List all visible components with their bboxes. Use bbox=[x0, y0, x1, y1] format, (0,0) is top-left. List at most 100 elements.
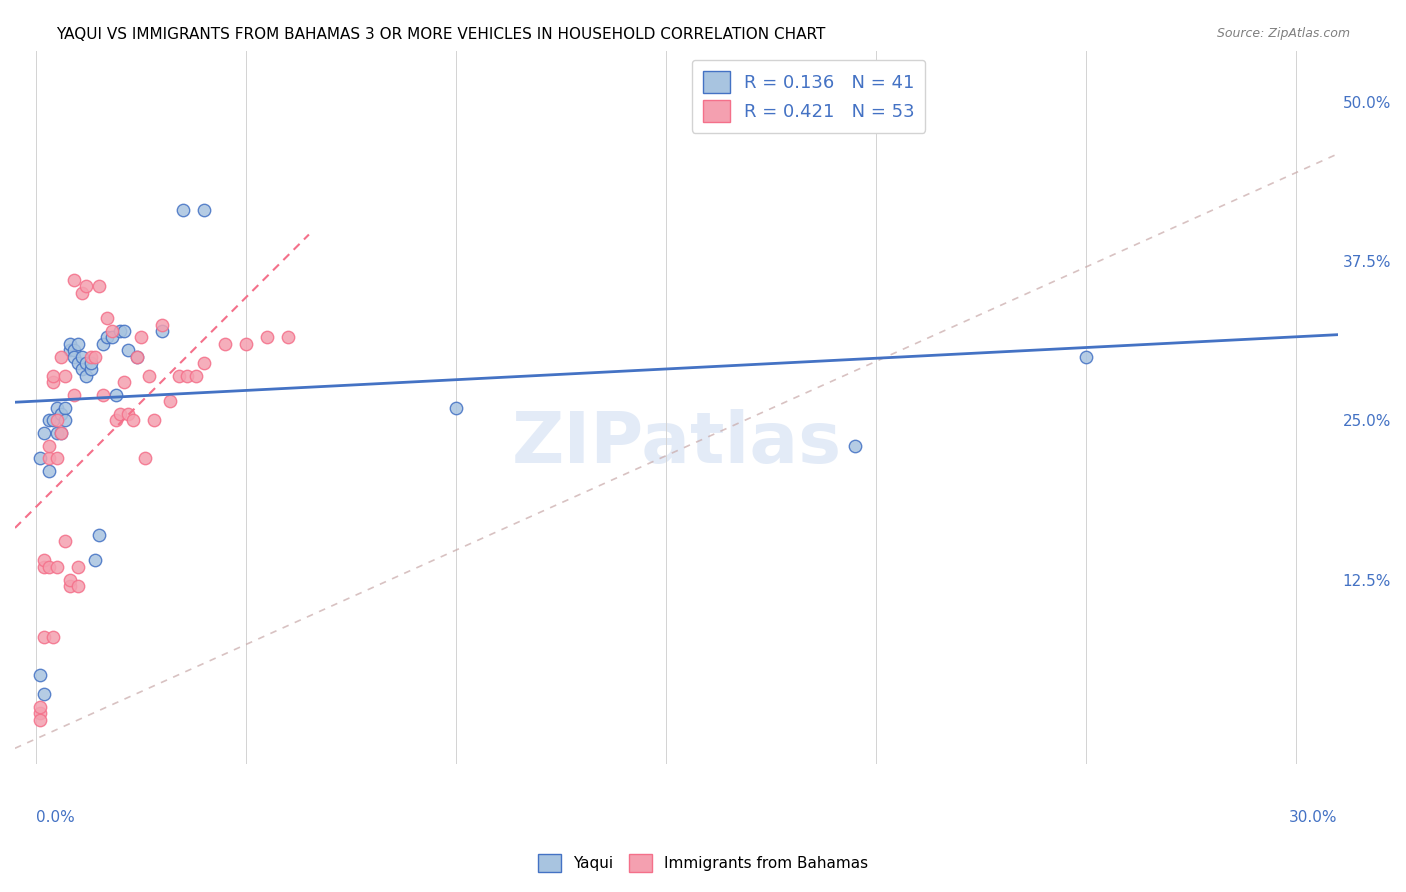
Point bbox=[66, 356, 89, 370]
Point bbox=[58, 573, 80, 587]
Point bbox=[193, 356, 215, 370]
Point bbox=[96, 330, 118, 344]
Point bbox=[96, 311, 118, 326]
Point bbox=[100, 324, 122, 338]
Point bbox=[91, 336, 114, 351]
Point bbox=[176, 368, 198, 383]
Point bbox=[134, 451, 156, 466]
Point bbox=[104, 413, 127, 427]
Point bbox=[51, 425, 73, 440]
Point bbox=[108, 407, 131, 421]
Point bbox=[129, 330, 152, 344]
Point bbox=[38, 439, 60, 453]
Point bbox=[142, 413, 165, 427]
Point bbox=[121, 413, 143, 427]
Point bbox=[70, 362, 93, 376]
Point bbox=[55, 368, 77, 383]
Point bbox=[444, 401, 467, 415]
Point bbox=[235, 336, 257, 351]
Point bbox=[117, 343, 139, 358]
Point bbox=[214, 336, 236, 351]
Point bbox=[46, 413, 69, 427]
Point bbox=[34, 687, 56, 701]
Point bbox=[38, 413, 60, 427]
Point bbox=[58, 336, 80, 351]
Point bbox=[66, 579, 89, 593]
Text: Source: ZipAtlas.com: Source: ZipAtlas.com bbox=[1216, 27, 1350, 40]
Point bbox=[30, 706, 52, 721]
Point bbox=[38, 559, 60, 574]
Point bbox=[844, 439, 866, 453]
Point bbox=[30, 451, 52, 466]
Point bbox=[75, 356, 97, 370]
Point bbox=[100, 330, 122, 344]
Point bbox=[62, 350, 84, 364]
Point bbox=[256, 330, 278, 344]
Text: YAQUI VS IMMIGRANTS FROM BAHAMAS 3 OR MORE VEHICLES IN HOUSEHOLD CORRELATION CHA: YAQUI VS IMMIGRANTS FROM BAHAMAS 3 OR MO… bbox=[56, 27, 825, 42]
Point bbox=[42, 630, 65, 644]
Point bbox=[38, 464, 60, 478]
Point bbox=[51, 425, 73, 440]
Text: ZIPatlas: ZIPatlas bbox=[512, 409, 841, 478]
Point bbox=[83, 553, 105, 567]
Point bbox=[46, 425, 69, 440]
Point bbox=[159, 394, 181, 409]
Point bbox=[184, 368, 207, 383]
Point bbox=[62, 343, 84, 358]
Point bbox=[34, 559, 56, 574]
Point bbox=[46, 451, 69, 466]
Point bbox=[150, 324, 173, 338]
Point bbox=[138, 368, 160, 383]
Point bbox=[87, 528, 110, 542]
Point bbox=[125, 350, 148, 364]
Point bbox=[87, 279, 110, 293]
Point bbox=[34, 425, 56, 440]
Point bbox=[277, 330, 299, 344]
Point bbox=[79, 350, 101, 364]
Point bbox=[66, 336, 89, 351]
Point bbox=[55, 401, 77, 415]
Point bbox=[55, 534, 77, 549]
Point bbox=[150, 318, 173, 332]
Point bbox=[117, 407, 139, 421]
Point bbox=[70, 350, 93, 364]
Point bbox=[30, 713, 52, 727]
Point bbox=[42, 375, 65, 389]
Point bbox=[62, 388, 84, 402]
Point bbox=[70, 285, 93, 300]
Point bbox=[112, 375, 135, 389]
Point bbox=[30, 700, 52, 714]
Point bbox=[46, 401, 69, 415]
Point bbox=[79, 356, 101, 370]
Legend: Yaqui, Immigrants from Bahamas: Yaqui, Immigrants from Bahamas bbox=[530, 846, 876, 880]
Point bbox=[58, 343, 80, 358]
Point bbox=[75, 279, 97, 293]
Point bbox=[167, 368, 190, 383]
Point bbox=[66, 559, 89, 574]
Point bbox=[30, 668, 52, 682]
Point bbox=[51, 407, 73, 421]
Point bbox=[34, 630, 56, 644]
Point bbox=[104, 388, 127, 402]
Legend: R = 0.136   N = 41, R = 0.421   N = 53: R = 0.136 N = 41, R = 0.421 N = 53 bbox=[692, 60, 925, 133]
Point bbox=[55, 413, 77, 427]
Point bbox=[58, 579, 80, 593]
Point bbox=[38, 451, 60, 466]
Point bbox=[51, 350, 73, 364]
Point bbox=[79, 362, 101, 376]
Point bbox=[62, 273, 84, 287]
Text: 30.0%: 30.0% bbox=[1289, 810, 1337, 825]
Point bbox=[91, 388, 114, 402]
Point bbox=[75, 368, 97, 383]
Text: 0.0%: 0.0% bbox=[37, 810, 75, 825]
Point bbox=[193, 202, 215, 217]
Point bbox=[42, 368, 65, 383]
Point bbox=[83, 350, 105, 364]
Point bbox=[172, 202, 194, 217]
Point bbox=[108, 324, 131, 338]
Point bbox=[1074, 350, 1097, 364]
Point bbox=[125, 350, 148, 364]
Point bbox=[42, 413, 65, 427]
Point bbox=[46, 559, 69, 574]
Point bbox=[34, 553, 56, 567]
